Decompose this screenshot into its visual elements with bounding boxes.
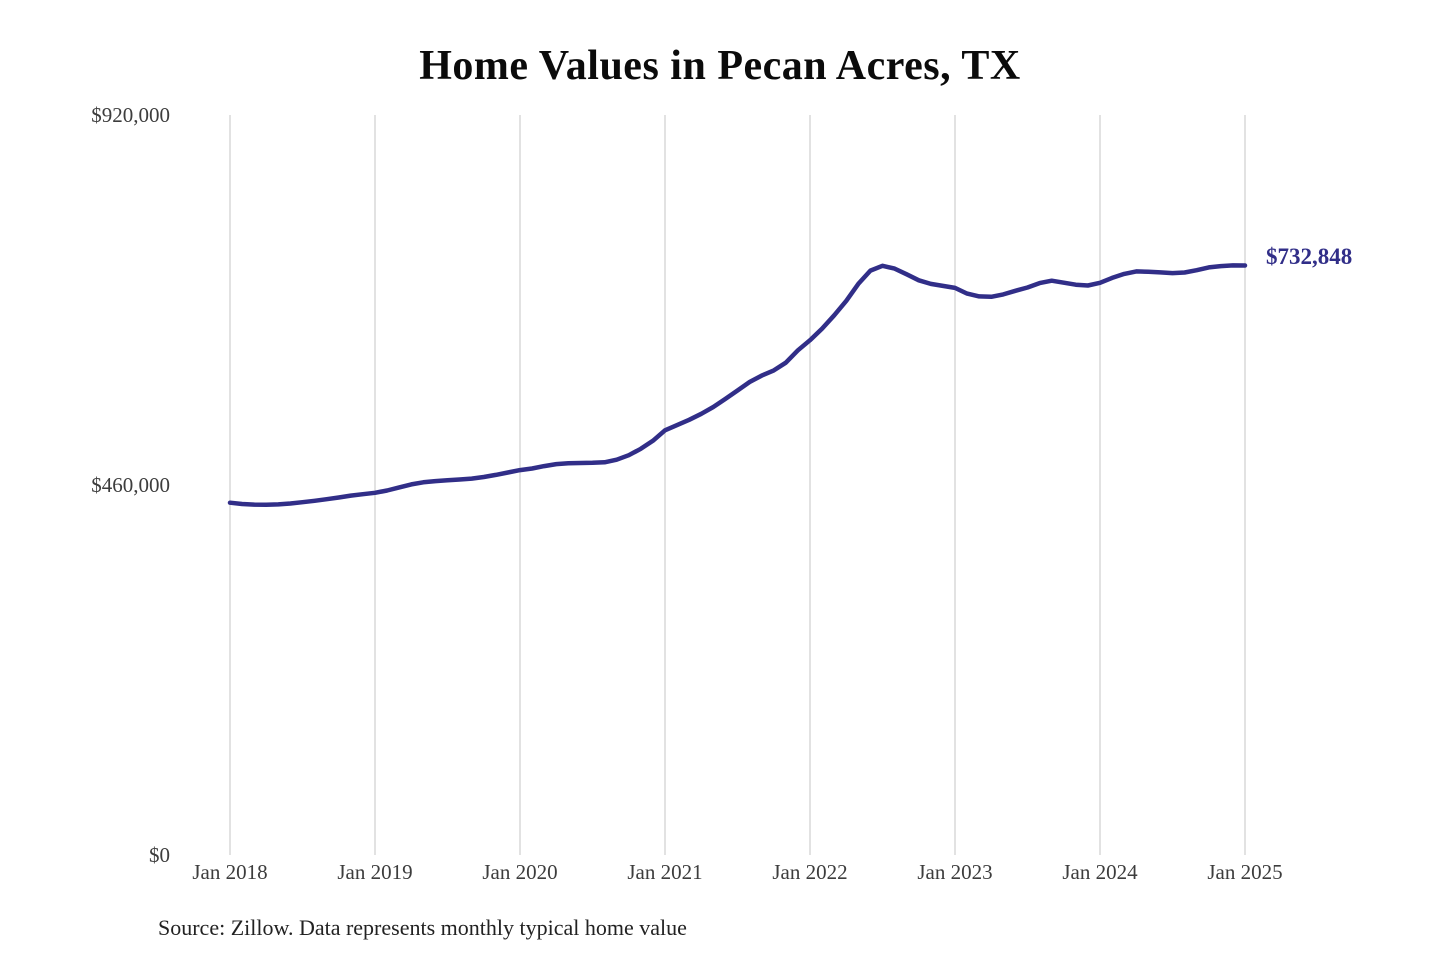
x-tick-label: Jan 2022 bbox=[772, 860, 847, 884]
home-value-line bbox=[227, 263, 1248, 508]
latest-value-label: $732,848 bbox=[1266, 244, 1353, 269]
y-tick-label: $460,000 bbox=[91, 473, 170, 497]
chart-title: Home Values in Pecan Acres, TX bbox=[419, 43, 1021, 89]
x-tick-label: Jan 2024 bbox=[1062, 860, 1138, 884]
x-tick-label: Jan 2025 bbox=[1207, 860, 1282, 884]
x-tick-label: Jan 2018 bbox=[192, 860, 267, 884]
x-tick-label: Jan 2019 bbox=[337, 860, 412, 884]
x-tick-label: Jan 2020 bbox=[482, 860, 557, 884]
source-note: Source: Zillow. Data represents monthly … bbox=[158, 915, 687, 940]
y-tick-label: $920,000 bbox=[91, 103, 170, 127]
x-tick-label: Jan 2023 bbox=[917, 860, 992, 884]
y-tick-label: $0 bbox=[149, 843, 170, 867]
x-tick-label: Jan 2021 bbox=[627, 860, 702, 884]
